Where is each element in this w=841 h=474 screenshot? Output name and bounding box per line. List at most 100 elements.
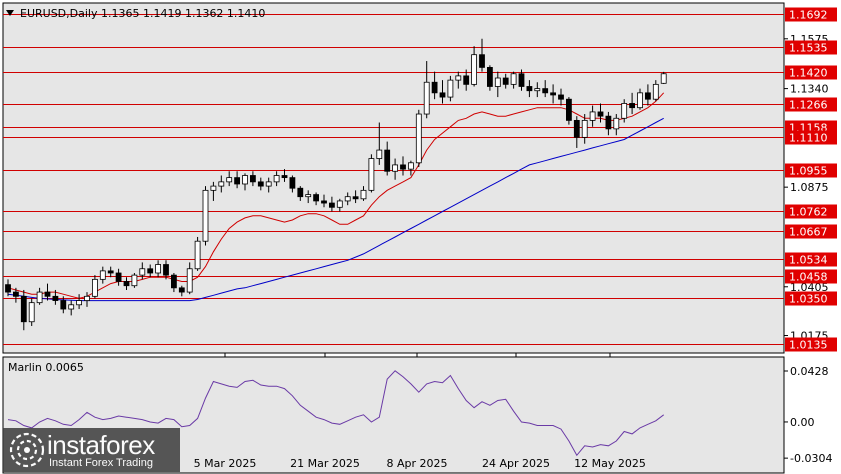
candle-body — [76, 300, 82, 306]
indicator-title: Marlin 0.0065 — [8, 361, 84, 374]
level-tag-label: 1.1692 — [789, 9, 828, 22]
candle — [115, 268, 122, 286]
candle-body — [344, 196, 351, 202]
candle-body — [534, 88, 541, 92]
candle-body — [265, 181, 272, 187]
candle — [84, 292, 90, 307]
candle — [518, 69, 525, 91]
candle — [336, 198, 343, 212]
candle — [455, 71, 462, 89]
candle — [281, 169, 288, 182]
candle — [20, 289, 27, 331]
candle — [494, 71, 501, 98]
candle-body — [178, 287, 185, 293]
candle — [534, 82, 541, 98]
candle — [99, 266, 106, 284]
candle — [384, 141, 391, 176]
date-tick-label: 5 Mar 2025 — [194, 457, 257, 470]
candle-body — [526, 86, 533, 92]
candle — [92, 275, 98, 299]
candle — [139, 262, 146, 280]
candle-body — [439, 92, 446, 98]
candle — [550, 84, 556, 104]
candle-body — [226, 177, 233, 183]
level-tag-label: 1.0534 — [789, 254, 828, 267]
indicator-tick-label: -0.0304 — [790, 452, 832, 465]
candle — [629, 92, 635, 115]
candle-body — [360, 189, 367, 200]
candle — [542, 80, 549, 98]
level-tag — [785, 97, 837, 112]
date-tick-label: 8 Apr 2025 — [386, 457, 447, 470]
candle — [155, 260, 162, 278]
candle — [12, 287, 19, 303]
candle — [621, 99, 628, 123]
symbol-info: EURUSD,Daily 1.1365 1.1419 1.1362 1.1410 — [20, 7, 265, 20]
candle-body — [281, 175, 288, 179]
candle — [360, 186, 367, 201]
level-tag — [785, 163, 837, 178]
price-panel — [2, 2, 785, 354]
candle-body — [210, 185, 217, 191]
candle-body — [147, 268, 154, 274]
level-tag — [785, 40, 837, 55]
candle — [597, 103, 604, 123]
candle-body — [131, 274, 138, 287]
candle-body — [321, 200, 327, 204]
candle — [131, 272, 138, 288]
candle-body — [36, 291, 43, 304]
candle-body — [494, 77, 501, 87]
candle-body — [613, 117, 620, 130]
price-tick-label: 1.0875 — [790, 181, 829, 194]
candle-body — [415, 113, 422, 164]
slow-moving-average-line — [7, 117, 664, 302]
candle-body — [392, 164, 399, 172]
candle-body — [463, 75, 470, 85]
candle-body — [194, 240, 201, 270]
candle — [558, 88, 564, 106]
candle-body — [170, 274, 177, 289]
candle-body — [202, 189, 209, 242]
level-tag — [785, 291, 837, 306]
instaforex-logo-icon — [9, 432, 45, 468]
marlin-line — [7, 370, 665, 457]
candle-body — [407, 162, 414, 170]
candle-body — [155, 264, 162, 274]
candle-body — [597, 111, 604, 117]
candle-body — [629, 103, 635, 109]
level-tag — [785, 269, 837, 284]
candle-body — [139, 268, 146, 276]
indicator-tick-label: 0.00 — [790, 416, 815, 429]
candle-body — [336, 200, 343, 208]
candle — [660, 71, 667, 84]
date-tick-label: 24 Apr 2025 — [482, 457, 550, 470]
candle-body — [99, 270, 106, 280]
level-tag — [785, 65, 837, 80]
candle-body — [186, 268, 193, 293]
candle — [471, 46, 478, 87]
candle — [249, 171, 256, 187]
candle — [502, 73, 509, 89]
candle — [328, 196, 335, 212]
watermark-tagline: Instant Forex Trading — [49, 457, 153, 469]
watermark-logo: instaforex Instant Forex Trading — [3, 428, 180, 472]
candle — [44, 283, 51, 301]
candle-body — [352, 196, 359, 200]
candle-body — [234, 177, 241, 185]
level-tag-label: 1.0458 — [789, 271, 828, 284]
menu-triangle-icon[interactable] — [6, 10, 14, 16]
candle-body — [328, 202, 335, 208]
candle-body — [589, 111, 596, 121]
level-tag — [785, 224, 837, 239]
candle — [265, 177, 272, 193]
candle — [297, 186, 304, 201]
candle — [510, 71, 517, 89]
candle — [170, 272, 177, 293]
candle — [423, 61, 430, 119]
candle — [76, 294, 82, 310]
candle — [28, 298, 35, 326]
candle-body — [660, 73, 667, 84]
candle-body — [20, 295, 27, 323]
candle — [5, 279, 11, 297]
candle-body — [273, 175, 280, 183]
